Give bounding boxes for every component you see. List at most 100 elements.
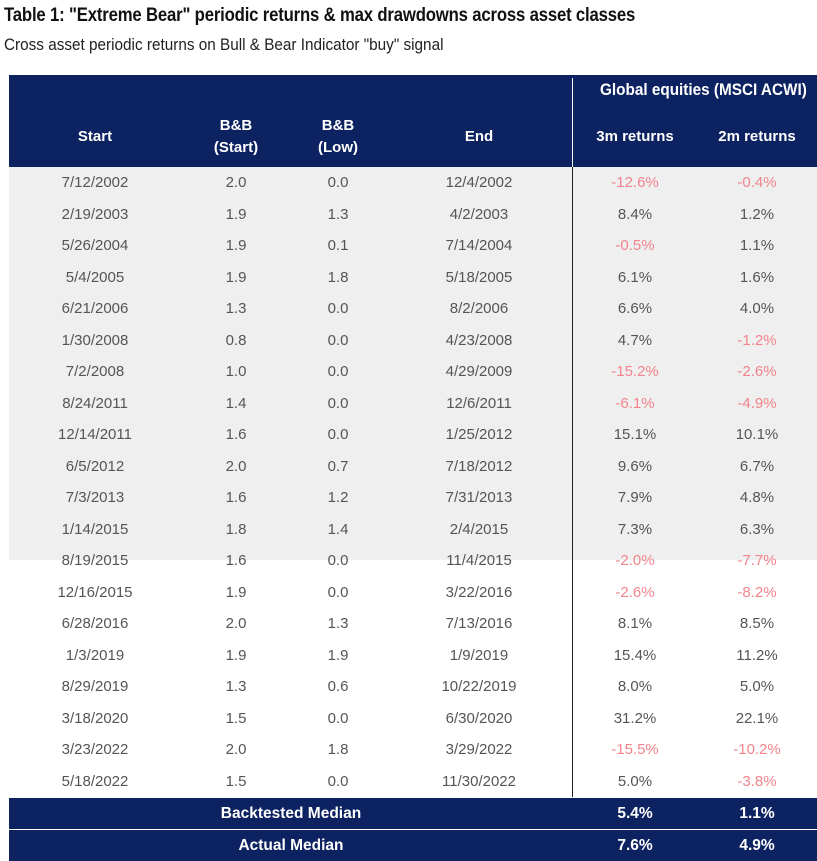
table-row: 8/29/2019 1.3 0.6 10/22/2019 8.0% 5.0% bbox=[9, 671, 817, 703]
cell-bb-low: 0.0 bbox=[327, 174, 349, 191]
column-header-2m-returns: 2m returns bbox=[718, 127, 796, 145]
cell-end: 5/18/2005 bbox=[445, 268, 513, 286]
cell-2m-return: 1.6% bbox=[739, 268, 775, 286]
cell-start: 1/30/2008 bbox=[61, 331, 129, 349]
cell-end: 11/4/2015 bbox=[446, 552, 512, 569]
cell-3m-return: 8.1% bbox=[617, 615, 653, 632]
column-header-3m-returns: 3m returns bbox=[596, 127, 674, 145]
table-row: 6/28/2016 2.0 1.3 7/13/2016 8.1% 8.5% bbox=[9, 608, 817, 640]
cell-bb-start: 0.8 bbox=[225, 331, 247, 349]
cell-end: 3/29/2022 bbox=[445, 741, 513, 758]
cell-end: 7/13/2016 bbox=[445, 615, 513, 632]
column-header-row: Start B&B (Start) B&B (Low) End 3m retur… bbox=[9, 106, 817, 167]
cell-bb-start: 1.3 bbox=[225, 300, 247, 317]
cell-end: 12/6/2011 bbox=[446, 394, 512, 412]
cell-2m-return: -8.2% bbox=[737, 583, 777, 601]
cell-start: 5/26/2004 bbox=[61, 237, 129, 254]
cell-2m-return: 11.2% bbox=[736, 646, 778, 664]
cell-end: 11/30/2022 bbox=[442, 772, 516, 790]
cell-3m-return: 15.4% bbox=[613, 646, 657, 664]
cell-3m-return: -2.6% bbox=[615, 583, 655, 601]
cell-3m-return: -0.5% bbox=[615, 237, 655, 254]
cell-end: 4/23/2008 bbox=[445, 331, 513, 349]
cell-end: 1/9/2019 bbox=[449, 646, 509, 664]
cell-2m-return: -4.9% bbox=[737, 394, 777, 412]
cell-end: 4/29/2009 bbox=[445, 363, 513, 380]
cell-start: 5/4/2005 bbox=[65, 268, 125, 286]
cell-3m-return: 7.3% bbox=[617, 520, 653, 538]
cell-end: 10/22/2019 bbox=[441, 678, 517, 695]
cell-bb-start: 1.9 bbox=[225, 583, 247, 601]
cell-start: 1/14/2015 bbox=[61, 520, 129, 538]
cell-2m-return: 22.1% bbox=[735, 709, 779, 727]
shaded-rows-background bbox=[9, 167, 817, 560]
cell-bb-low: 0.0 bbox=[327, 583, 349, 601]
summary-3m-return: 7.6% bbox=[617, 836, 653, 854]
column-header-end: End bbox=[464, 127, 494, 145]
table-row: 7/3/2013 1.6 1.2 7/31/2013 7.9% 4.8% bbox=[9, 482, 817, 514]
summary-2m-return: 1.1% bbox=[739, 805, 775, 822]
cell-start: 12/14/2011 bbox=[58, 426, 132, 443]
cell-end: 2/4/2015 bbox=[449, 520, 509, 538]
cell-start: 6/28/2016 bbox=[61, 615, 129, 632]
cell-2m-return: 4.8% bbox=[739, 489, 775, 506]
cell-3m-return: 31.2% bbox=[613, 709, 657, 727]
table-subtitle: Cross asset periodic returns on Bull & B… bbox=[4, 35, 444, 54]
cell-bb-start: 1.9 bbox=[225, 237, 247, 254]
table-row: 12/16/2015 1.9 0.0 3/22/2016 -2.6% -8.2% bbox=[9, 577, 817, 609]
cell-start: 1/3/2019 bbox=[65, 646, 125, 664]
table-row: 5/26/2004 1.9 0.1 7/14/2004 -0.5% 1.1% bbox=[9, 230, 817, 262]
cell-3m-return: 15.1% bbox=[613, 426, 657, 443]
cell-start: 3/18/2020 bbox=[61, 709, 129, 727]
summary-3m-return: 5.4% bbox=[617, 805, 653, 822]
cell-start: 8/24/2011 bbox=[62, 394, 128, 412]
cell-2m-return: -10.2% bbox=[733, 741, 781, 758]
cell-2m-return: 10.1% bbox=[735, 426, 779, 443]
column-divider bbox=[572, 167, 573, 797]
cell-bb-low: 0.0 bbox=[327, 772, 349, 790]
cell-bb-low: 0.0 bbox=[327, 363, 349, 380]
cell-2m-return: 8.5% bbox=[739, 615, 775, 632]
cell-start: 7/12/2002 bbox=[61, 174, 129, 191]
group-header-band: Global equities (MSCI ACWI) bbox=[9, 75, 817, 106]
cell-3m-return: 8.4% bbox=[617, 205, 653, 223]
cell-start: 6/5/2012 bbox=[65, 457, 125, 475]
cell-end: 6/30/2020 bbox=[445, 709, 513, 727]
cell-3m-return: -15.5% bbox=[611, 741, 659, 758]
cell-bb-start: 2.0 bbox=[225, 174, 247, 191]
cell-2m-return: -3.8% bbox=[737, 772, 777, 790]
cell-3m-return: 8.0% bbox=[617, 678, 653, 695]
table-row: 7/12/2002 2.0 0.0 12/4/2002 -12.6% -0.4% bbox=[9, 167, 817, 199]
cell-start: 7/3/2013 bbox=[65, 489, 125, 506]
cell-bb-start: 1.9 bbox=[225, 205, 247, 223]
cell-bb-low: 0.0 bbox=[327, 394, 349, 412]
returns-table: Global equities (MSCI ACWI) Start B&B (S… bbox=[9, 75, 817, 861]
cell-bb-low: 1.3 bbox=[327, 615, 349, 632]
table-row: 8/19/2015 1.6 0.0 11/4/2015 -2.0% -7.7% bbox=[9, 545, 817, 577]
summary-label: Actual Median bbox=[238, 836, 344, 854]
cell-bb-start: 1.3 bbox=[225, 678, 247, 695]
cell-2m-return: 6.3% bbox=[739, 520, 775, 538]
cell-start: 5/18/2022 bbox=[61, 772, 129, 790]
column-header-bb-low: B&B (Low) bbox=[318, 116, 358, 156]
cell-2m-return: 1.1% bbox=[739, 237, 775, 254]
column-header-bb-start: B&B (Start) bbox=[213, 116, 259, 156]
cell-bb-start: 1.6 bbox=[225, 552, 247, 569]
cell-bb-low: 1.4 bbox=[327, 520, 349, 538]
cell-bb-low: 0.1 bbox=[327, 237, 349, 254]
table-row: 6/5/2012 2.0 0.7 7/18/2012 9.6% 6.7% bbox=[9, 451, 817, 483]
cell-start: 3/23/2022 bbox=[61, 741, 129, 758]
cell-3m-return: -12.6% bbox=[611, 174, 659, 191]
cell-3m-return: 6.1% bbox=[617, 268, 653, 286]
table-row: 6/21/2006 1.3 0.0 8/2/2006 6.6% 4.0% bbox=[9, 293, 817, 325]
cell-3m-return: 9.6% bbox=[617, 457, 653, 475]
summary-row: Actual Median 7.6% 4.9% bbox=[9, 829, 817, 861]
cell-bb-low: 0.7 bbox=[327, 457, 349, 475]
cell-bb-start: 1.5 bbox=[225, 772, 247, 790]
cell-3m-return: 7.9% bbox=[617, 489, 653, 506]
table-row: 7/2/2008 1.0 0.0 4/29/2009 -15.2% -2.6% bbox=[9, 356, 817, 388]
group-header-label: Global equities (MSCI ACWI) bbox=[600, 80, 807, 99]
cell-bb-low: 0.0 bbox=[327, 709, 349, 727]
cell-2m-return: -2.6% bbox=[737, 363, 777, 380]
summary-2m-return: 4.9% bbox=[739, 836, 775, 854]
